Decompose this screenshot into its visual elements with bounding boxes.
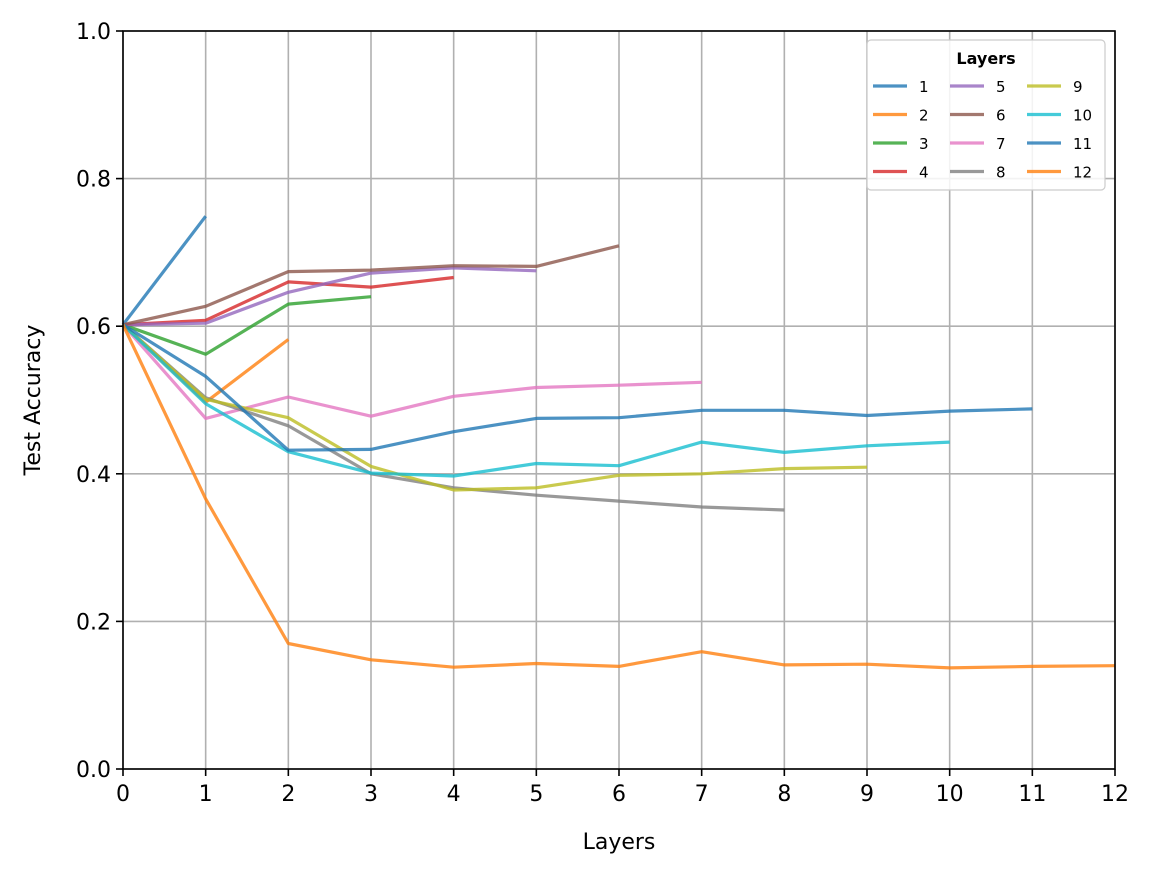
legend-title: Layers <box>956 49 1015 68</box>
series-line-3 <box>122 295 372 356</box>
y-tick-label: 1.0 <box>76 20 111 45</box>
legend-label-4: 4 <box>919 164 929 182</box>
series-line-9 <box>121 323 868 492</box>
x-tick-label: 1 <box>199 782 213 807</box>
legend-label-6: 6 <box>996 107 1006 125</box>
legend-label-5: 5 <box>996 78 1006 96</box>
x-tick-label: 5 <box>529 782 543 807</box>
x-tick-label: 4 <box>447 782 461 807</box>
x-tick-label: 9 <box>860 782 874 807</box>
x-axis-label: Layers <box>583 830 656 855</box>
legend-label-11: 11 <box>1073 135 1092 153</box>
y-tick-label: 0.0 <box>76 758 111 783</box>
series-line-11 <box>122 323 1033 452</box>
series-line-4 <box>122 275 454 327</box>
y-tick-label: 0.8 <box>76 168 111 193</box>
legend-box <box>866 39 1106 191</box>
y-tick-label: 0.4 <box>76 463 111 488</box>
x-tick-label: 3 <box>364 782 378 807</box>
x-tick-label: 11 <box>1018 782 1046 807</box>
legend-label-12: 12 <box>1073 164 1092 182</box>
series-line-6 <box>122 244 620 327</box>
y-tick-label: 0.2 <box>76 610 111 635</box>
legend-label-7: 7 <box>996 135 1006 153</box>
legend-label-1: 1 <box>919 78 929 96</box>
axis-ticks: 0 1 2 3 4 5 6 7 8 9 10 11 120.00.20.40.60.81.0 <box>76 20 1129 807</box>
y-axis-label: Test Accuracy <box>21 325 46 477</box>
series-line-7 <box>121 323 702 420</box>
x-tick-label: 7 <box>695 782 709 807</box>
x-tick-label: 8 <box>777 782 791 807</box>
series-line-1 <box>121 215 207 326</box>
legend-label-8: 8 <box>996 164 1006 182</box>
x-tick-label: 0 <box>116 782 130 807</box>
y-tick-label: 0.6 <box>76 315 111 340</box>
legend-label-10: 10 <box>1073 107 1092 125</box>
series-lines <box>121 215 1116 670</box>
series-line-8 <box>121 323 785 512</box>
x-tick-label: 10 <box>936 782 964 807</box>
x-tick-label: 6 <box>612 782 626 807</box>
legend-label-3: 3 <box>919 135 929 153</box>
legend-label-2: 2 <box>919 107 929 125</box>
x-tick-label: 2 <box>281 782 295 807</box>
series-line-5 <box>122 266 537 327</box>
legend-label-9: 9 <box>1073 78 1083 96</box>
series-line-10 <box>121 323 950 478</box>
x-tick-label: 12 <box>1101 782 1129 807</box>
series-line-12 <box>121 324 1116 670</box>
